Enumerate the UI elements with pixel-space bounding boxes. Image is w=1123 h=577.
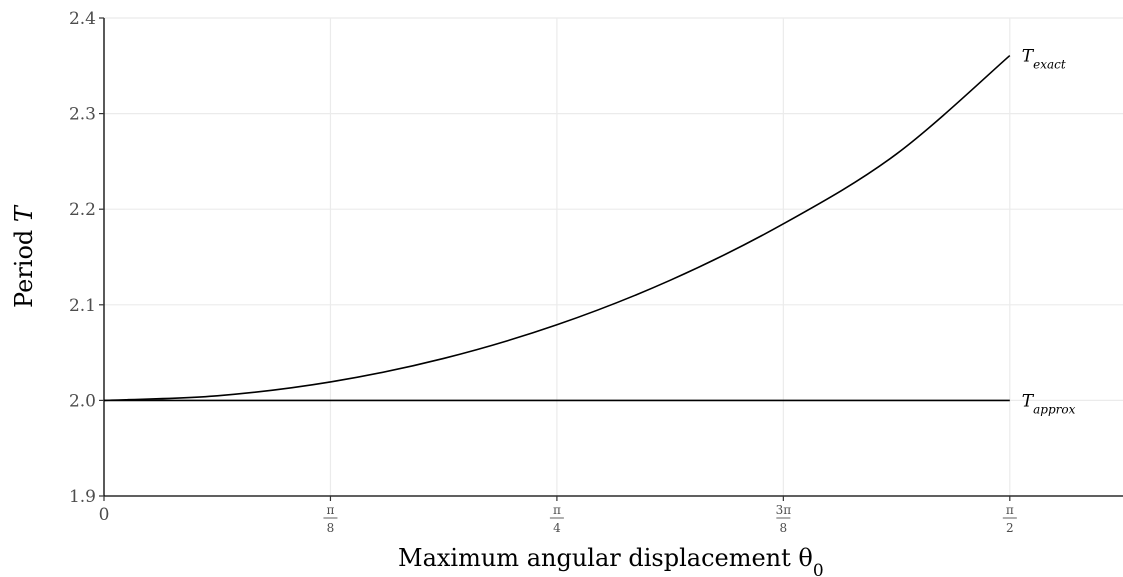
series-lines [103, 54, 1011, 402]
x-tick-numerator: π [327, 503, 335, 517]
series-label-exact: Texact [1022, 47, 1066, 72]
axes [99, 17, 1123, 501]
x-tick-numerator: 3π [776, 503, 792, 517]
y-tick-label: 2.3 [69, 105, 96, 125]
x-tick-numerator: π [1006, 503, 1014, 517]
x-tick-denominator: 8 [780, 521, 788, 535]
x-tick-numerator: π [553, 503, 561, 517]
x-tick-denominator: 2 [1006, 521, 1014, 535]
series-labels: Texact Tapprox [1022, 47, 1076, 417]
y-tick-label: 2.2 [69, 200, 96, 220]
grid [104, 17, 1123, 496]
x-axis-title: Maximum angular displacement θ0 [398, 544, 824, 577]
x-tick-fraction: 3π8 [776, 503, 792, 535]
x-tick-denominator: 4 [553, 521, 561, 535]
x-tick-fraction: π4 [549, 503, 564, 535]
y-tick-label: 1.9 [69, 487, 96, 507]
y-axis-title: Period T [10, 204, 38, 308]
y-tick-label: 2.0 [69, 391, 96, 411]
y-tick-label: 2.1 [69, 296, 96, 316]
y-tick-label: 2.4 [69, 9, 96, 29]
x-tick-denominator: 8 [327, 521, 335, 535]
series-label-approx: Tapprox [1022, 391, 1076, 416]
x-tick-label: 0 [99, 505, 110, 525]
x-tick-fraction: π8 [323, 503, 338, 535]
series-line-exact [103, 54, 1011, 402]
x-tick-fraction: π2 [1002, 503, 1017, 535]
y-tick-labels: 1.9 2.0 2.1 2.2 2.3 2.4 [69, 9, 96, 507]
